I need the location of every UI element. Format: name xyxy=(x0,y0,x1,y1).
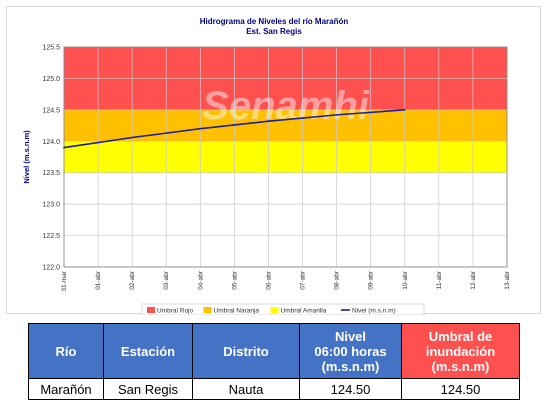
header-umbral-line-1: Umbral de xyxy=(428,328,493,344)
series-point-0-5 xyxy=(233,124,236,126)
legend-box xyxy=(141,303,425,315)
series-point-0-7 xyxy=(301,117,304,119)
cell-umbral: 124.50 xyxy=(401,378,520,400)
header-umbral-line-3: (m.s.n.m) xyxy=(431,358,490,374)
series-point-0-10 xyxy=(403,109,406,111)
header-nivel: Nivel 06:00 horas (m.s.n.m) xyxy=(299,323,402,379)
x-tick-label-10: 10-abr xyxy=(402,270,409,290)
series-point-0-9 xyxy=(369,111,372,114)
watermark-text: Senamhi xyxy=(202,84,370,128)
legend-label-0: Umbral Rojo xyxy=(157,308,194,315)
series-point-0-6 xyxy=(267,120,270,122)
chart-title: Hidrograma de Niveles del río Marañón xyxy=(200,17,349,26)
x-tick-label-6: 06-abr xyxy=(265,270,272,290)
x-tick-label-13: 13-abr xyxy=(504,270,511,290)
header-nivel-line-2: 06:00 horas xyxy=(314,343,387,359)
x-tick-label-5: 05-abr xyxy=(231,270,238,290)
cell-distrito: Nauta xyxy=(192,378,300,400)
legend-swatch-0 xyxy=(147,307,155,313)
series-point-0-4 xyxy=(199,127,202,130)
station-table: Río Estación Distrito Nivel 06:00 horas … xyxy=(28,323,520,400)
x-tick-label-12: 12-abr xyxy=(470,270,477,290)
series-point-0-8 xyxy=(335,114,338,116)
x-tick-label-8: 08-abr xyxy=(334,270,341,290)
legend-label-series-0: Nivel (m.s.n.m) xyxy=(352,308,396,315)
x-tick-label-0: 31-mar xyxy=(61,270,68,291)
header-umbral: Umbral de inundación (m.s.n.m) xyxy=(401,323,520,379)
header-rio: Río xyxy=(28,323,104,379)
y-tick-label-3: 123.5 xyxy=(42,170,60,177)
plot-area-border xyxy=(63,46,508,268)
header-estacion: Estación xyxy=(103,323,193,379)
y-tick-label-1: 122.5 xyxy=(42,233,60,240)
y-tick-label-4: 124.0 xyxy=(42,139,60,146)
threshold-band-2 xyxy=(64,141,507,173)
x-tick-label-2: 02-abr xyxy=(129,270,136,290)
legend-label-2: Umbral Amarilla xyxy=(281,308,327,315)
header-umbral-line-2: inundación xyxy=(425,343,496,359)
chart-svg: Hidrograma de Niveles del río MarañónEst… xyxy=(22,17,511,315)
y-tick-label-6: 125.0 xyxy=(42,76,60,83)
x-tick-label-11: 11-abr xyxy=(436,270,443,289)
series-point-0-2 xyxy=(131,136,133,139)
y-axis-label: Nivel (m.s.n.m) xyxy=(22,130,31,184)
cell-nivel: 124.50 xyxy=(299,378,402,400)
legend-swatch-1 xyxy=(203,307,212,313)
x-tick-label-7: 07-abr xyxy=(300,270,307,290)
y-tick-label-7: 125.5 xyxy=(42,45,60,52)
cell-estacion: San Regis xyxy=(103,378,193,400)
legend-label-1: Umbral Naranja xyxy=(214,308,260,315)
x-tick-label-1: 01-abr xyxy=(95,270,102,290)
x-tick-label-3: 03-abr xyxy=(163,270,170,290)
y-tick-label-2: 123.0 xyxy=(42,202,60,209)
y-tick-label-0: 122.0 xyxy=(42,265,60,272)
series-point-0-0 xyxy=(63,146,65,149)
table-row: Marañón San Regis Nauta 124.50 124.50 xyxy=(28,378,520,400)
series-point-0-1 xyxy=(97,141,99,144)
x-tick-label-4: 04-abr xyxy=(197,270,204,290)
y-tick-label-5: 124.5 xyxy=(42,107,60,114)
legend-swatch-2 xyxy=(270,307,279,313)
hydrograph-chart: Hidrograma de Niveles del río Marañón Est… xyxy=(6,6,541,315)
cell-rio: Marañón xyxy=(28,378,104,400)
x-tick-label-9: 09-abr xyxy=(368,270,375,290)
table-header-row: Río Estación Distrito Nivel 06:00 horas … xyxy=(28,323,520,379)
header-nivel-line-3: (m.s.n.m) xyxy=(321,358,380,374)
series-point-0-3 xyxy=(165,132,168,134)
header-nivel-line-1: Nivel xyxy=(334,328,367,344)
chart-subtitle: Est. San Regis xyxy=(246,27,302,36)
header-distrito: Distrito xyxy=(192,323,300,379)
